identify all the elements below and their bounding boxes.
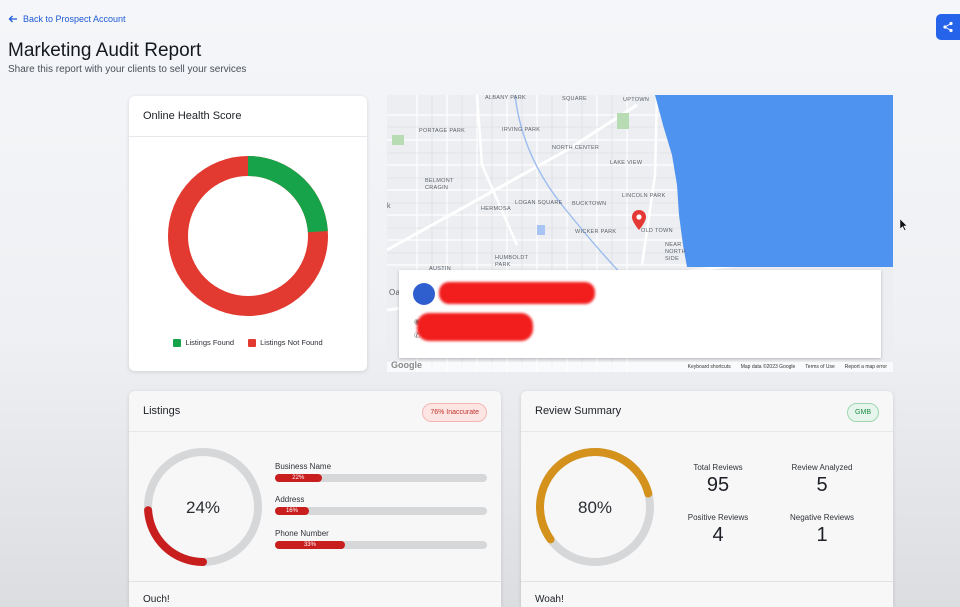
- arrow-left-icon: [8, 15, 17, 23]
- location-map[interactable]: ALBANY PARK SQUARE UPTOWN PORTAGE PARK I…: [387, 95, 893, 372]
- online-health-card: Online Health Score Listings Found Listi…: [129, 96, 367, 371]
- stat-label: Negative Reviews: [789, 513, 855, 522]
- listing-row-phone: Phone Number 33%: [275, 529, 487, 549]
- bar-fill: [275, 474, 322, 482]
- bar-fill: [275, 541, 345, 549]
- stat-label: Positive Reviews: [687, 513, 749, 522]
- map-label: AUSTIN: [429, 266, 451, 272]
- share-icon: [943, 21, 953, 33]
- location-pin-icon[interactable]: [632, 210, 646, 230]
- report-error-link[interactable]: Report a map error: [844, 364, 887, 370]
- health-card-title: Online Health Score: [143, 110, 242, 122]
- keyboard-shortcuts-link[interactable]: Keyboard shortcuts: [687, 364, 731, 370]
- map-label: ALBANY PARK: [485, 95, 527, 101]
- legend-item-found: Listings Found: [173, 338, 234, 347]
- stat-negative-reviews: Negative Reviews 1: [777, 513, 867, 547]
- listings-card: Listings 76% Inaccurate 24% Business Nam…: [129, 391, 501, 607]
- health-donut-chart: [168, 156, 328, 316]
- stat-value: 1: [816, 524, 828, 546]
- inaccurate-badge: 76% Inaccurate: [422, 403, 487, 422]
- stat-label: Review Analyzed: [791, 463, 853, 472]
- phone-icon: ✆: [414, 331, 421, 340]
- stat-total-reviews: Total Reviews 95: [673, 463, 763, 497]
- bar-track: 22%: [275, 474, 487, 482]
- bar-percent: 16%: [285, 508, 298, 514]
- map-label: HERMOSA: [481, 206, 511, 212]
- map-label: IRVING PARK: [502, 127, 541, 133]
- back-to-prospect-link[interactable]: Back to Prospect Account: [8, 14, 126, 24]
- legend-swatch-not-found: [248, 338, 257, 347]
- divider: [521, 581, 893, 582]
- legend-label-found: Listings Found: [185, 338, 235, 347]
- stat-value: 95: [706, 474, 730, 496]
- stat-value: 5: [816, 474, 828, 496]
- page-subtitle: Share this report with your clients to s…: [8, 64, 247, 75]
- page-title: Marketing Audit Report: [8, 40, 202, 61]
- review-gauge-fill: [536, 447, 655, 566]
- stat-review-analyzed: Review Analyzed 5: [777, 463, 867, 497]
- bar-track: 16%: [275, 507, 487, 515]
- divider: [129, 581, 501, 582]
- review-gauge: [536, 447, 655, 566]
- bar-label: Phone Number: [275, 529, 329, 538]
- review-card-title: Review Summary: [535, 405, 622, 417]
- legend-swatch-found: [173, 338, 182, 347]
- divider: [129, 136, 367, 137]
- listing-row-address: Address 16%: [275, 495, 487, 515]
- legend-label-not-found: Listings Not Found: [260, 338, 323, 347]
- terms-link[interactable]: Terms of Use: [805, 364, 835, 370]
- listings-gauge: [144, 448, 262, 566]
- map-label: LAKE VIEW: [610, 160, 643, 166]
- donut-legend: Listings Found Listings Not Found: [129, 338, 367, 347]
- listings-gauge-value: 24%: [186, 498, 221, 517]
- donut-found-arc: [168, 156, 328, 316]
- listing-row-business-name: Business Name 22%: [275, 462, 487, 482]
- divider: [129, 431, 501, 432]
- map-label: LOGAN SQUARE: [515, 200, 563, 206]
- gmb-badge: GMB: [847, 403, 879, 422]
- bar-label: Business Name: [275, 462, 332, 471]
- map-label: UPTOWN: [623, 97, 650, 103]
- bar-label: Address: [275, 495, 305, 504]
- map-label: Oa: [389, 288, 401, 297]
- redacted-address: [417, 313, 533, 341]
- review-gauge-value: 80%: [578, 498, 613, 517]
- redacted-business-name: [439, 282, 595, 304]
- bar-track: 33%: [275, 541, 487, 549]
- mouse-cursor-icon: [900, 219, 908, 231]
- bar-fill: [275, 507, 309, 515]
- divider: [521, 431, 893, 432]
- share-button[interactable]: [936, 14, 960, 40]
- stat-positive-reviews: Positive Reviews 4: [673, 513, 763, 547]
- map-label: LINCOLN PARK: [622, 193, 666, 199]
- map-label: HUMBOLDT PARK: [495, 255, 529, 268]
- map-label: NEAR NORTH SIDE: [665, 242, 686, 262]
- listings-card-title: Listings: [143, 405, 181, 417]
- back-link-label: Back to Prospect Account: [23, 14, 126, 24]
- map-data-text: Map data ©2023 Google: [740, 364, 796, 370]
- map-footer: Keyboard shortcuts Map data ©2023 Google…: [387, 362, 893, 372]
- listings-gauge-fill: [144, 448, 262, 566]
- business-info-box: ◉ ✆: [399, 270, 881, 358]
- business-avatar: [413, 283, 435, 305]
- review-footer-text: Woah!: [535, 594, 564, 605]
- map-label: PORTAGE PARK: [419, 128, 466, 134]
- bar-percent: 33%: [303, 542, 316, 548]
- review-summary-card: Review Summary GMB 80% Total Reviews 95 …: [521, 391, 893, 607]
- bar-percent: 22%: [292, 475, 305, 481]
- map-label: BUCKTOWN: [572, 201, 607, 207]
- listings-footer-text: Ouch!: [143, 594, 170, 605]
- map-label: SQUARE: [562, 96, 588, 102]
- map-label: WICKER PARK: [575, 229, 617, 235]
- map-label: NORTH CENTER: [552, 145, 600, 151]
- map-label: OLD TOWN: [641, 228, 673, 234]
- stat-value: 4: [712, 524, 724, 546]
- google-logo: Google: [391, 360, 422, 370]
- map-label: k: [387, 203, 391, 210]
- map-label: BELMONT CRAGIN: [425, 178, 454, 191]
- legend-item-not-found: Listings Not Found: [248, 338, 323, 347]
- stat-label: Total Reviews: [693, 463, 743, 472]
